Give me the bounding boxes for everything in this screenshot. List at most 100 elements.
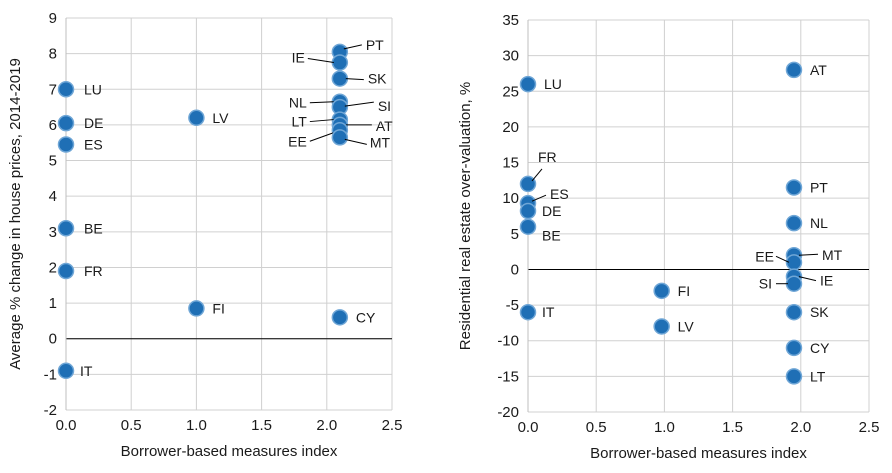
point-label-lt: LT <box>292 114 308 130</box>
y-tick-label: 10 <box>502 190 519 207</box>
data-point-sk <box>331 70 349 87</box>
point-label-fi: FI <box>212 300 224 316</box>
y-tick-label: 9 <box>49 10 57 27</box>
data-point-fi <box>653 282 670 300</box>
label-leader-line <box>309 101 334 104</box>
y-tick-label: 25 <box>502 83 519 100</box>
data-point-lv <box>653 318 670 335</box>
data-point-fi <box>188 300 205 317</box>
point-label-sk: SK <box>810 304 829 320</box>
y-tick-label: 7 <box>49 81 57 98</box>
label-leader-line <box>309 119 334 123</box>
y-tick-label: -2 <box>44 402 57 419</box>
data-point-at <box>785 61 803 79</box>
x-tick-label: 0.0 <box>518 419 539 436</box>
y-tick-label: 1 <box>49 295 57 312</box>
data-point-ie <box>331 54 349 71</box>
chart-1: 0.0 0.5 1.0 1.5 2.0 2.5 -2 -1 0 1 2 3 4 5 6 7 8 9 Borrower… <box>7 10 402 460</box>
y-tick-label: 20 <box>502 119 519 136</box>
y-tick-label: -10 <box>497 333 519 350</box>
point-label-lu: LU <box>544 76 562 92</box>
y-axis-title: Residential real estate over-valuation, … <box>457 82 474 350</box>
data-point-fr <box>57 262 75 280</box>
y-tick-label: -15 <box>497 368 519 385</box>
chart-2: 0.0 0.5 1.0 1.5 2.0 2.5 -20 -15 -10 -5 0 5 10 15 20 25 3… <box>457 12 879 462</box>
point-label-sk: SK <box>368 71 387 87</box>
point-label-cy: CY <box>810 340 830 356</box>
data-point-lu <box>519 75 537 93</box>
data-point-es <box>57 136 75 153</box>
x-tick-label: 1.5 <box>251 417 272 434</box>
data-point-it <box>519 303 537 321</box>
y-tick-label: 6 <box>49 117 57 134</box>
data-point-pt <box>785 179 803 196</box>
point-label-cy: CY <box>356 309 376 325</box>
y-tick-label: 5 <box>511 226 519 243</box>
y-tick-label: 2 <box>49 259 57 276</box>
x-tick-label: 1.5 <box>722 419 743 436</box>
y-tick-label: 8 <box>49 46 57 63</box>
x-tick-label: 0.0 <box>56 417 77 434</box>
point-label-si: SI <box>378 98 391 114</box>
data-point-si <box>785 275 803 292</box>
point-label-it: IT <box>542 304 555 320</box>
point-label-at: AT <box>376 118 393 134</box>
x-tick-label: 2.0 <box>790 419 811 436</box>
label-leader-line <box>798 276 817 282</box>
y-tick-label: 35 <box>502 12 519 29</box>
data-point-mt <box>331 129 349 146</box>
y-tick-label: -20 <box>497 404 519 421</box>
point-label-at: AT <box>810 62 827 78</box>
point-label-nl: NL <box>289 95 307 111</box>
point-label-be: BE <box>542 228 561 244</box>
data-point-de <box>57 114 75 132</box>
data-point-be <box>57 220 75 237</box>
point-label-mt: MT <box>822 247 843 263</box>
y-tick-label: -1 <box>44 366 57 383</box>
data-point-lu <box>57 81 75 98</box>
y-tick-label: -5 <box>506 297 519 314</box>
point-label-si: SI <box>759 276 772 292</box>
label-leader-line <box>344 138 367 145</box>
point-label-lv: LV <box>212 110 229 126</box>
data-point-nl <box>785 214 803 232</box>
x-tick-label: 0.5 <box>586 419 607 436</box>
point-label-nl: NL <box>810 215 828 231</box>
y-axis-title: Average % change in house prices, 2014-2… <box>7 58 24 370</box>
data-point-be <box>519 218 537 235</box>
x-axis-title: Borrower-based measures index <box>590 445 807 462</box>
point-label-pt: PT <box>366 37 384 53</box>
y-tick-label: 0 <box>511 261 519 278</box>
label-leader-line <box>343 44 362 50</box>
point-label-ee: EE <box>755 248 774 264</box>
data-point-cy <box>331 309 349 326</box>
x-tick-label: 1.0 <box>186 417 207 434</box>
label-leader-line <box>798 253 819 256</box>
point-label-fr: FR <box>538 149 557 165</box>
point-label-lv: LV <box>678 318 695 334</box>
data-point-lt <box>785 368 803 385</box>
label-leader-line <box>531 194 547 202</box>
y-tick-label: 0 <box>49 331 57 348</box>
label-leader-line <box>309 131 336 142</box>
x-tick-label: 2.0 <box>316 417 337 434</box>
label-leader-line <box>345 78 364 81</box>
label-leader-line <box>531 168 543 182</box>
data-point-it <box>57 362 75 380</box>
y-tick-label: 30 <box>502 48 519 65</box>
data-point-sk <box>785 303 803 321</box>
y-tick-label: 3 <box>49 224 57 241</box>
label-leader-line <box>775 255 790 263</box>
label-leader-line <box>307 58 334 64</box>
data-point-cy <box>785 339 803 357</box>
data-point-fr <box>519 175 537 193</box>
point-label-ee: EE <box>288 133 307 149</box>
point-label-ie: IE <box>292 50 305 66</box>
y-tick-label: 5 <box>49 153 57 170</box>
point-label-ie: IE <box>820 273 833 289</box>
y-tick-label: 15 <box>502 155 519 172</box>
point-label-it: IT <box>80 363 93 379</box>
label-leader-line <box>344 101 374 107</box>
point-label-be: BE <box>84 220 103 236</box>
y-tick-label: 4 <box>49 188 57 205</box>
